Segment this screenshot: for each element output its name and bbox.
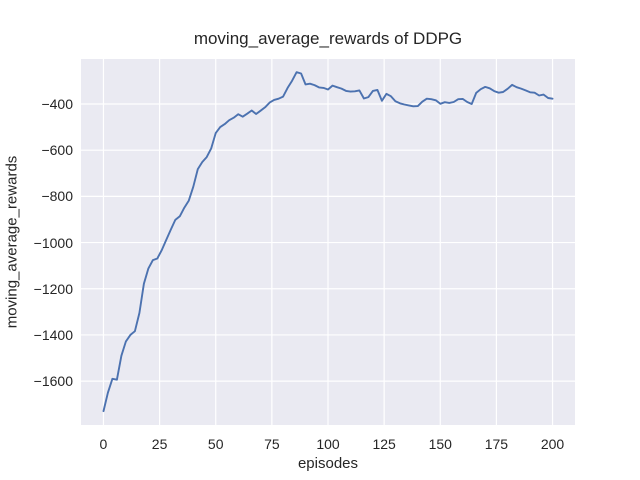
x-tick-label: 0 [99, 436, 108, 452]
y-tick-label: −1200 [33, 280, 73, 297]
y-tick-label: −1000 [33, 234, 73, 251]
x-tick-label: 175 [484, 436, 509, 452]
chart-title: moving_average_rewards of DDPG [193, 29, 463, 48]
x-tick-label: 75 [264, 436, 280, 452]
x-axis-label: episodes [297, 455, 359, 472]
x-tick-label: 100 [316, 436, 340, 452]
y-tick-label: −400 [41, 96, 73, 113]
series-line [102, 71, 554, 413]
x-tick-label: 25 [151, 436, 168, 452]
x-tick-label: 125 [372, 436, 396, 452]
x-tick-label: 200 [540, 436, 565, 452]
x-tick-label: 50 [207, 436, 224, 452]
x-tick-label: 150 [428, 436, 452, 452]
y-tick-label: −1400 [33, 326, 73, 343]
y-tick-label: −1600 [33, 373, 73, 390]
y-tick-label: −800 [41, 188, 73, 205]
y-tick-label: −600 [41, 142, 73, 159]
